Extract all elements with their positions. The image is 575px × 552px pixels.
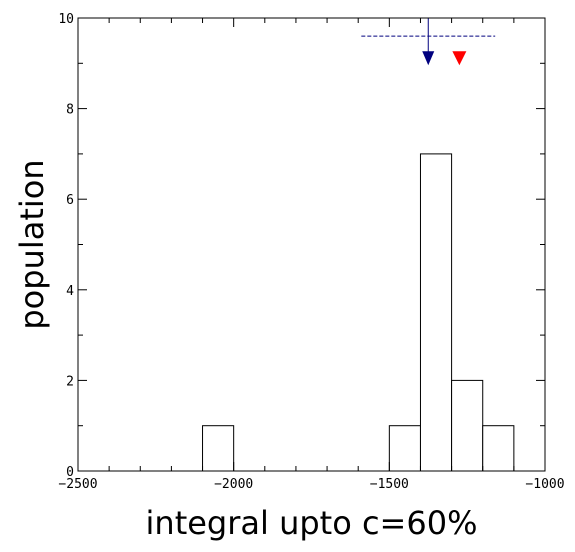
y-tick-label: 2 xyxy=(66,374,74,389)
y-tick-labels: 0 2 4 6 8 10 xyxy=(58,12,74,480)
x-tick-label: −2500 xyxy=(58,477,97,492)
histogram-bars xyxy=(202,153,515,472)
y-tick-label: 6 xyxy=(66,193,74,208)
y-tick-label: 10 xyxy=(58,12,74,27)
y-tick-label: 0 xyxy=(66,465,74,480)
x-axis-title: integral upto c=60% xyxy=(146,504,478,542)
y-axis-title: population xyxy=(13,159,51,329)
histogram-bar xyxy=(388,425,421,472)
x-tick-labels: −2500 −2000 −1500 −1000 xyxy=(58,477,564,492)
x-tick-label: −2000 xyxy=(214,477,253,492)
histogram-bar xyxy=(419,153,453,472)
x-tick-label: −1500 xyxy=(370,477,409,492)
y-tick-label: 4 xyxy=(66,284,74,299)
blue-marker-triangle xyxy=(422,51,435,66)
y-tick-label: 8 xyxy=(66,103,74,118)
x-tick-label: −1000 xyxy=(525,477,564,492)
histogram-bar xyxy=(202,425,235,472)
annotations xyxy=(361,18,496,66)
axis-ticks xyxy=(77,17,546,472)
red-marker-triangle xyxy=(452,51,467,66)
histogram-bar xyxy=(451,379,484,472)
histogram-bar xyxy=(482,425,515,472)
